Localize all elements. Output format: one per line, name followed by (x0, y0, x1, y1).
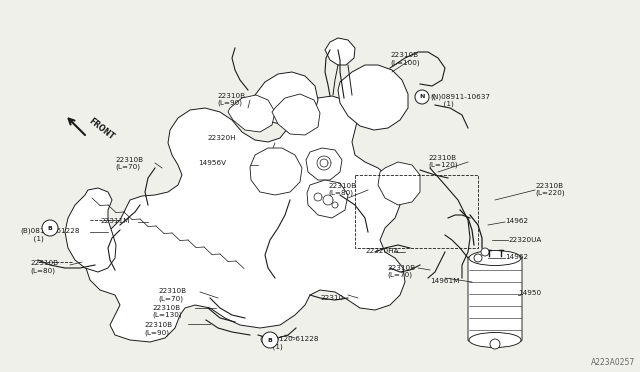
Text: B: B (268, 337, 273, 343)
Polygon shape (250, 148, 302, 195)
Circle shape (42, 220, 58, 236)
Text: 14962: 14962 (505, 254, 528, 260)
Text: 22310B
(L=220): 22310B (L=220) (535, 183, 564, 196)
Circle shape (481, 248, 489, 256)
Polygon shape (378, 162, 420, 205)
Text: 22310B
(L=70): 22310B (L=70) (158, 288, 186, 301)
Ellipse shape (469, 333, 521, 347)
Polygon shape (85, 96, 405, 342)
Text: (B)08120-61228
      (1): (B)08120-61228 (1) (259, 336, 319, 350)
Text: 14950: 14950 (518, 290, 541, 296)
Text: 22310B
(L=70): 22310B (L=70) (115, 157, 143, 170)
Circle shape (262, 332, 278, 348)
Text: 22320HA: 22320HA (365, 248, 399, 254)
Polygon shape (306, 148, 342, 180)
Text: 22310B
(L=90): 22310B (L=90) (217, 93, 245, 106)
Text: 22310B
(L=90): 22310B (L=90) (144, 322, 172, 336)
Ellipse shape (469, 250, 521, 266)
Text: (N)08911-10637
      (1): (N)08911-10637 (1) (430, 93, 490, 107)
Text: 22311M: 22311M (100, 218, 129, 224)
Text: 22320H: 22320H (207, 135, 236, 141)
Text: 22320UA: 22320UA (508, 237, 541, 243)
Text: 14961M: 14961M (430, 278, 460, 284)
Text: 22310B
(L=70): 22310B (L=70) (387, 265, 415, 279)
Text: FRONT: FRONT (87, 117, 116, 142)
Text: 14962: 14962 (505, 218, 528, 224)
Polygon shape (228, 95, 275, 132)
Circle shape (490, 339, 500, 349)
Text: N: N (419, 94, 425, 99)
Text: 22310B
(L=120): 22310B (L=120) (428, 155, 458, 169)
Circle shape (474, 254, 482, 262)
Polygon shape (65, 188, 116, 272)
Text: (B)08120-61228
      (1): (B)08120-61228 (1) (20, 228, 79, 242)
Text: 22310B
(L=100): 22310B (L=100) (390, 52, 420, 65)
Circle shape (415, 90, 429, 104)
Text: 14956V: 14956V (198, 160, 226, 166)
Text: 22310B
(L=80): 22310B (L=80) (30, 260, 58, 273)
Polygon shape (338, 65, 408, 130)
Text: A223A0257: A223A0257 (591, 358, 635, 367)
Polygon shape (307, 180, 348, 218)
FancyBboxPatch shape (468, 257, 522, 341)
Text: 22310B
(L=130): 22310B (L=130) (152, 305, 182, 318)
Text: 22310: 22310 (320, 295, 343, 301)
Polygon shape (254, 72, 318, 126)
Text: 22310B
(L=80): 22310B (L=80) (328, 183, 356, 196)
Polygon shape (325, 38, 355, 65)
Text: B: B (47, 225, 52, 231)
Polygon shape (272, 94, 320, 135)
